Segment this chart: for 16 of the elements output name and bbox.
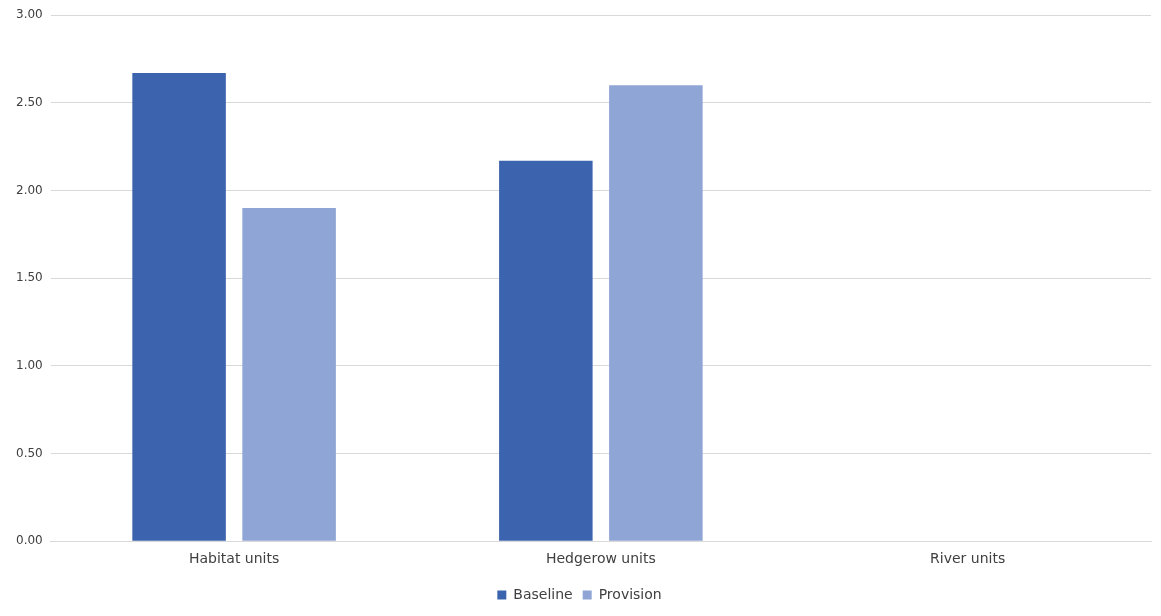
y-tick-label: 1.00: [16, 357, 43, 372]
y-tick-label: 2.50: [16, 94, 43, 109]
y-tick-label: 2.00: [16, 182, 43, 197]
x-tick-label: River units: [930, 550, 1006, 567]
legend-label: Provision: [598, 585, 662, 602]
bar: [242, 208, 336, 541]
bar: [132, 73, 226, 541]
y-tick-label: 0.50: [16, 445, 43, 460]
y-tick-label: 1.50: [16, 270, 43, 285]
y-tick-label: 3.00: [16, 7, 43, 22]
x-tick-label: Habitat units: [188, 550, 280, 567]
legend-label: Baseline: [513, 585, 573, 602]
bar: [609, 85, 703, 541]
bar: [499, 160, 593, 541]
x-tick-label: Hedgerow units: [545, 550, 656, 567]
y-tick-label: 0.00: [16, 533, 43, 548]
